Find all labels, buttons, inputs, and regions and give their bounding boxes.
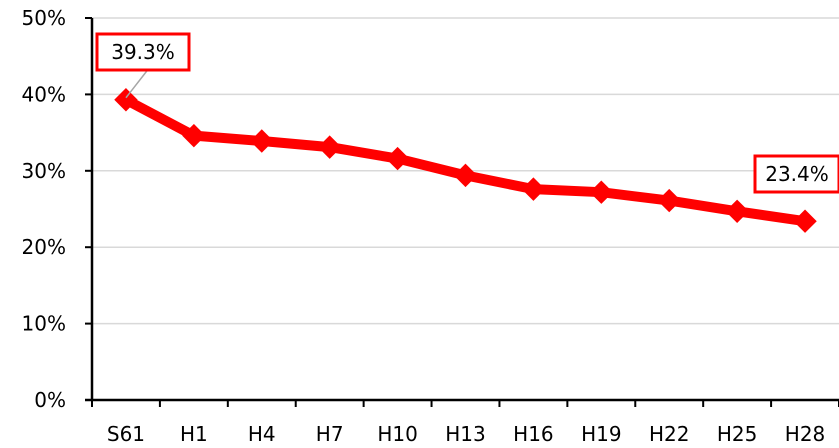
y-tick-label: 0%	[34, 388, 66, 412]
series-line-path	[120, 94, 811, 227]
data-point-marker	[114, 88, 138, 112]
callout-box	[95, 32, 191, 72]
data-point-marker	[317, 135, 342, 159]
x-tick-label: H28	[785, 422, 826, 446]
callout-leader	[125, 69, 149, 99]
data-callouts: 39.3% 23.4%	[95, 32, 839, 194]
data-point-marker	[250, 129, 274, 153]
data-point-marker	[725, 199, 749, 223]
callout-box	[753, 154, 839, 194]
data-point-marker	[793, 209, 817, 233]
x-tick-label: H22	[649, 422, 690, 446]
y-tick-labels: 0% 10% 20% 30% 40% 50%	[22, 6, 66, 412]
x-tick-labels: S61 H1 H4 H7 H10 H13 H16 H19 H22 H25 H28	[107, 422, 825, 446]
x-tick-label: S61	[107, 422, 145, 446]
x-tick-label: H13	[445, 422, 486, 446]
x-tick-label: H10	[377, 422, 418, 446]
x-tick-label: H16	[513, 422, 554, 446]
data-point-marker	[521, 177, 546, 201]
x-tick-label: H25	[717, 422, 758, 446]
y-tick-label: 10%	[22, 312, 66, 336]
data-markers	[114, 88, 817, 233]
y-tick-label: 50%	[22, 6, 66, 30]
y-tick-label: 40%	[22, 82, 66, 106]
x-tick-label: H1	[180, 422, 208, 446]
data-point-marker	[182, 123, 206, 148]
y-tick-label: 30%	[22, 159, 66, 183]
data-point-marker	[589, 180, 614, 204]
callout-label: 23.4%	[765, 162, 829, 186]
data-point-marker	[453, 163, 478, 188]
data-point-marker	[657, 188, 681, 213]
x-tick-label: H19	[581, 422, 622, 446]
x-tick-label: H4	[248, 422, 276, 446]
y-tick-label: 20%	[22, 235, 66, 259]
axes	[85, 17, 839, 407]
callout-label: 39.3%	[111, 40, 175, 64]
x-tick-label: H7	[316, 422, 344, 446]
series-line	[120, 94, 811, 227]
data-point-marker	[385, 146, 410, 171]
